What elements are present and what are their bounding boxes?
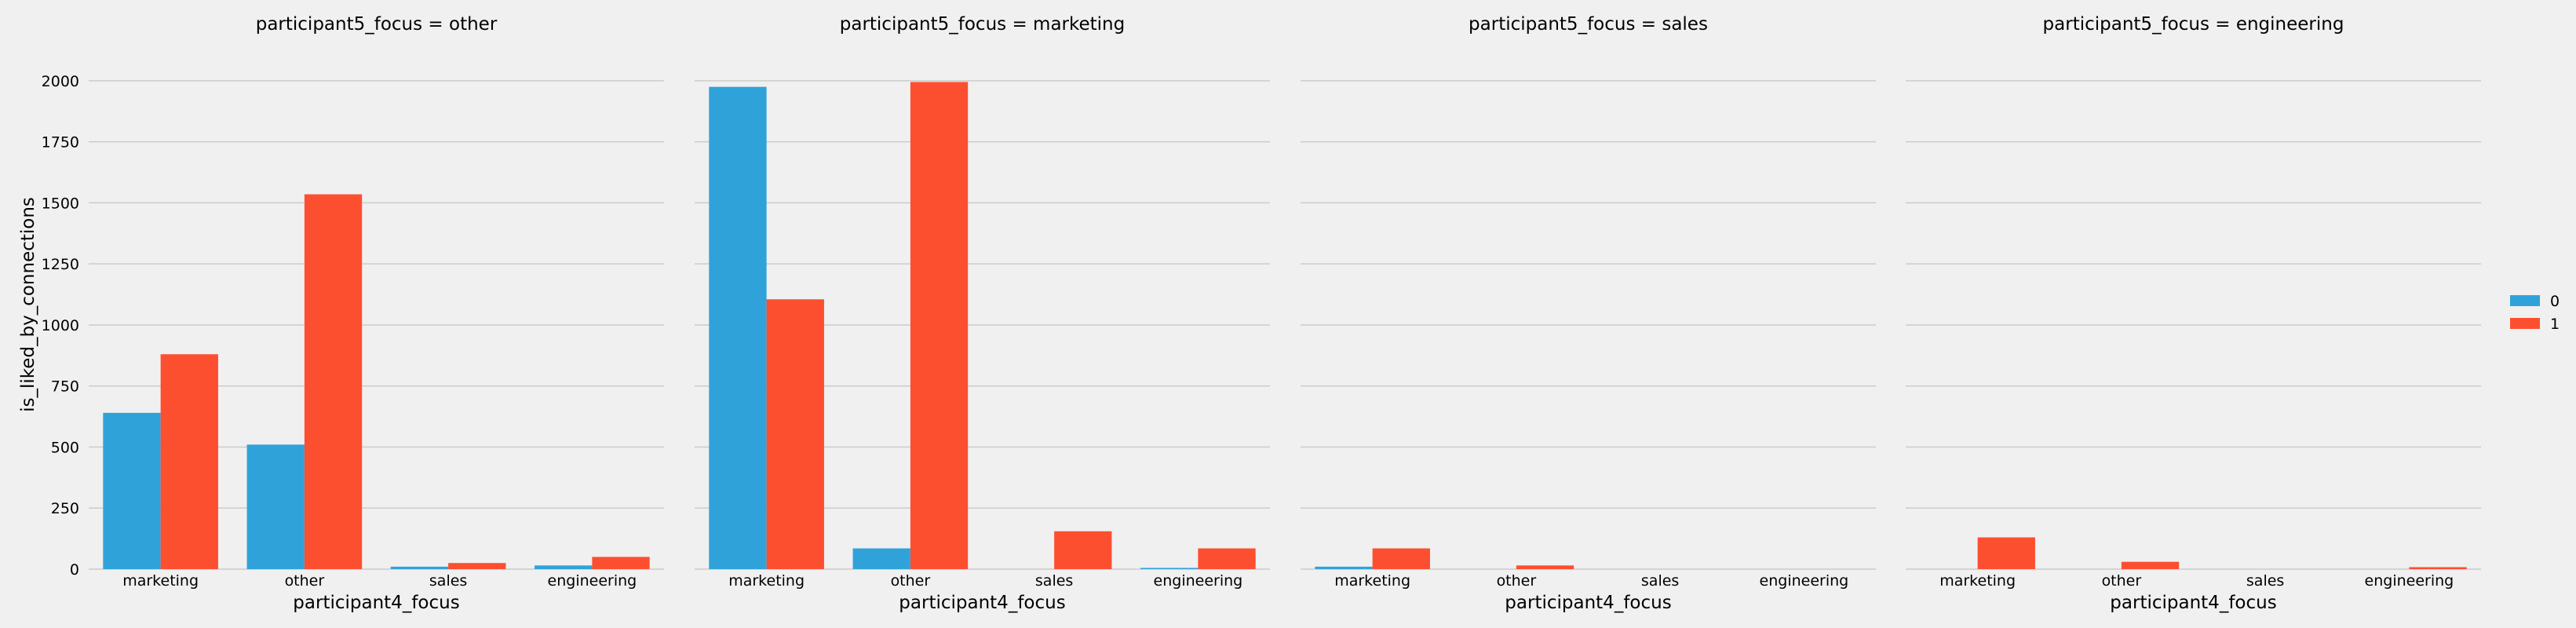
bar (1977, 537, 2035, 569)
x-tick-label: engineering (548, 572, 637, 590)
facet-panels: 0 250 500 750 1000 1250 1500 1750 2000 participan… (42, 14, 2481, 613)
bar (246, 444, 305, 569)
x-axis-label: participant4_focus (1505, 593, 1671, 613)
x-tick-label: sales (1641, 572, 1679, 590)
bar (1198, 548, 1256, 569)
x-axis-label: participant4_focus (293, 593, 459, 613)
y-tick-label: 1750 (42, 134, 79, 152)
bar (910, 82, 969, 570)
y-tick-label: 1250 (42, 256, 79, 273)
panel-title: participant5_focus = other (256, 14, 498, 35)
x-tick-label: marketing (122, 572, 199, 590)
bar (448, 563, 506, 569)
x-tick-label: engineering (1154, 572, 1243, 590)
y-tick-label: 1000 (42, 317, 79, 334)
bar (709, 86, 767, 569)
bar (390, 566, 449, 569)
x-tick-label: other (2102, 572, 2142, 590)
legend: 01 (2510, 293, 2560, 333)
y-axis-label: is_liked_by_connections (18, 197, 38, 412)
y-tick-label: 750 (51, 378, 79, 396)
x-tick-label: sales (429, 572, 467, 590)
bar (766, 299, 824, 569)
facet-panel-0: 0 250 500 750 1000 1250 1500 1750 2000 participan… (42, 14, 664, 613)
x-tick-label: marketing (1334, 572, 1410, 590)
bar (1054, 531, 1112, 569)
panel-title: participant5_focus = marketing (840, 14, 1125, 35)
x-tick-label: marketing (728, 572, 805, 590)
panel-title: participant5_focus = sales (1469, 14, 1708, 35)
x-tick-label: sales (1035, 572, 1073, 590)
x-tick-label: engineering (2365, 572, 2454, 590)
y-tick-label: 500 (51, 439, 79, 456)
x-tick-label: other (285, 572, 325, 590)
bar (304, 194, 363, 570)
x-tick-label: other (1497, 572, 1537, 590)
legend-label: 1 (2550, 316, 2560, 333)
facet-panel-2: participant5_focus = sales marketing other… (1301, 14, 1876, 613)
panel-title: participant5_focus = engineering (2043, 14, 2344, 35)
bar (1372, 548, 1430, 569)
x-axis-label: participant4_focus (2110, 593, 2276, 613)
bar (2121, 561, 2180, 569)
x-axis-label: participant4_focus (899, 593, 1065, 613)
facet-panel-3: participant5_focus = engineering marketin… (1906, 14, 2481, 613)
bar (103, 412, 161, 569)
x-tick-label: other (891, 572, 931, 590)
bar (1315, 566, 1373, 569)
bar (592, 557, 650, 569)
x-tick-label: sales (2246, 572, 2284, 590)
legend-swatch (2510, 295, 2540, 306)
bar (1140, 568, 1199, 569)
y-tick-label: 250 (51, 500, 79, 517)
x-tick-label: marketing (1939, 572, 2016, 590)
bar (1516, 565, 1574, 569)
y-tick-label: 2000 (42, 73, 79, 90)
bar (852, 548, 910, 569)
legend-label: 0 (2550, 293, 2560, 310)
y-tick-label: 1500 (42, 195, 79, 212)
legend-swatch (2510, 318, 2540, 329)
bar (160, 354, 218, 569)
facet-panel-1: participant5_focus = marketing marketing o… (695, 14, 1270, 613)
bar (2409, 567, 2467, 569)
y-tick-label: 0 (70, 561, 79, 579)
bar (535, 565, 593, 569)
x-tick-label: engineering (1760, 572, 1849, 590)
